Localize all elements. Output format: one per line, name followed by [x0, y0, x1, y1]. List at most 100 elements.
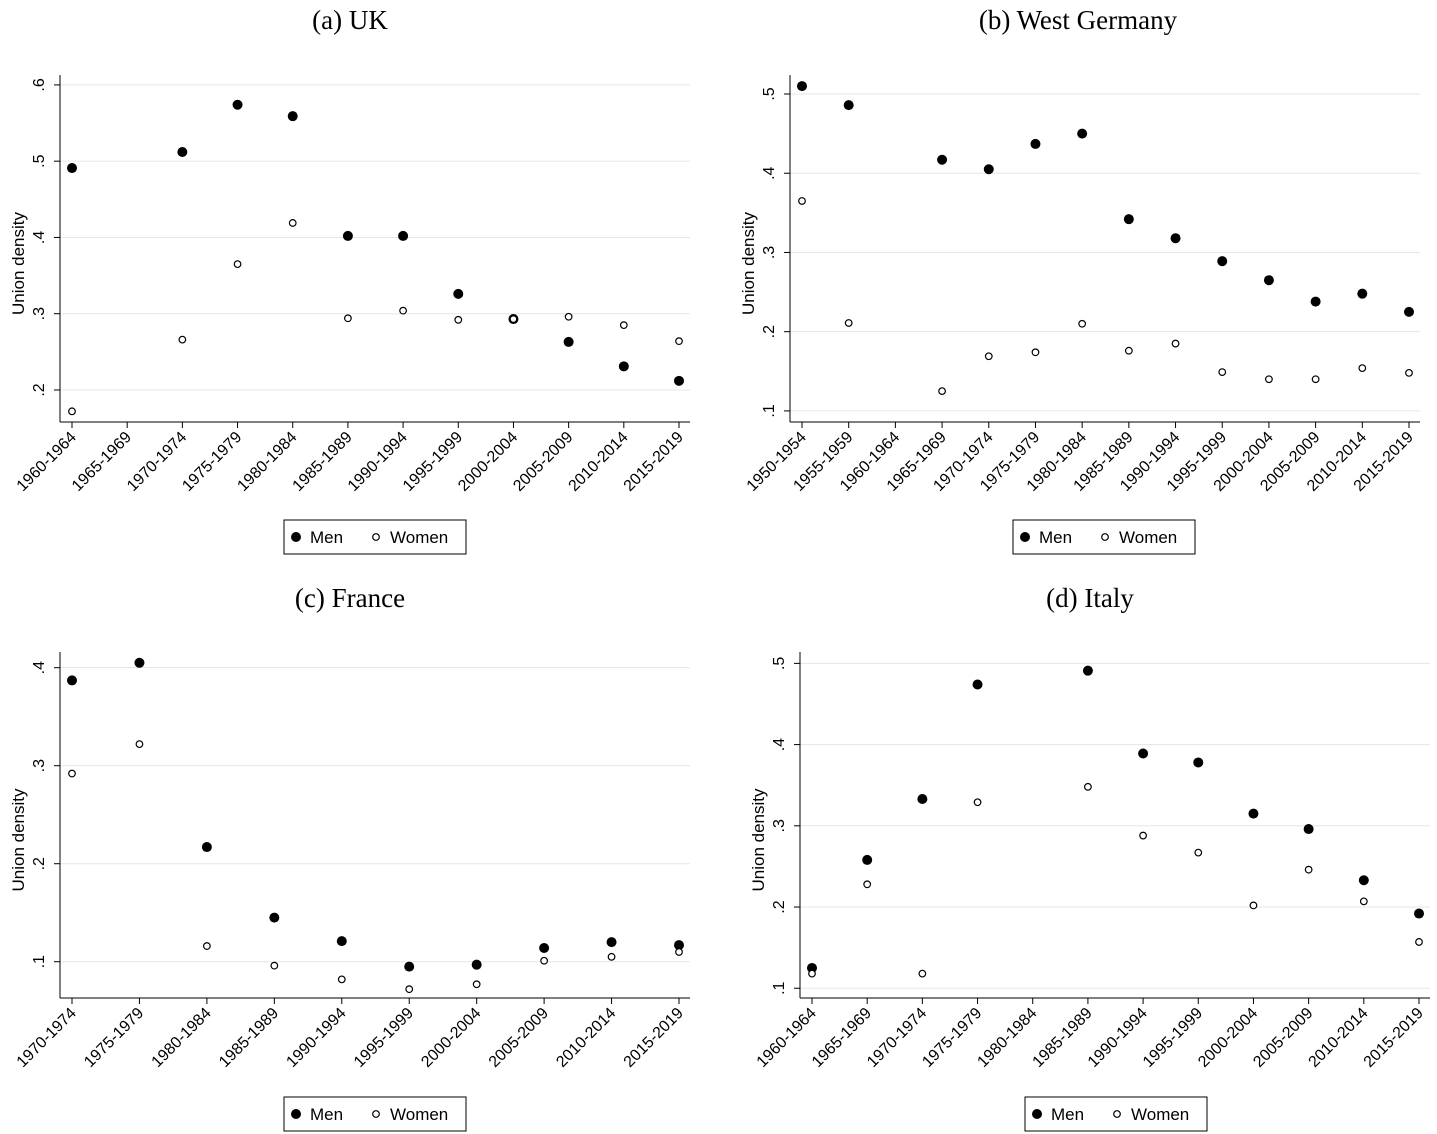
- point: [134, 657, 145, 668]
- x-tick-label: 2015-2019: [1361, 1005, 1427, 1071]
- point: [798, 197, 806, 205]
- point: [1218, 368, 1227, 376]
- point: [68, 769, 76, 778]
- point: [337, 975, 346, 984]
- legend-marker: [291, 532, 301, 542]
- point: [509, 315, 518, 323]
- point: [1311, 375, 1320, 384]
- point: [1415, 938, 1423, 946]
- point: [135, 740, 144, 749]
- point: [398, 230, 409, 241]
- y-tick-label: .5: [771, 657, 788, 670]
- y-tick-label: .1: [771, 981, 788, 994]
- y-tick-label: .4: [31, 231, 48, 244]
- legend-marker: [372, 533, 380, 541]
- point: [1123, 214, 1134, 225]
- x-tick-label: 2015-2019: [621, 1005, 687, 1071]
- point: [1193, 757, 1204, 768]
- point: [844, 319, 853, 327]
- point: [1303, 824, 1314, 835]
- legend-label: Men: [310, 528, 343, 547]
- y-tick-label: .1: [31, 955, 48, 968]
- point: [807, 962, 817, 973]
- point: [918, 969, 927, 978]
- point: [675, 337, 683, 346]
- point: [471, 959, 482, 970]
- y-tick-label: .3: [761, 246, 778, 259]
- point: [1249, 901, 1258, 910]
- point: [1082, 665, 1093, 676]
- y-axis-label: Union density: [739, 212, 758, 316]
- point: [972, 679, 983, 690]
- x-tick-label: 1975-1979: [81, 1005, 147, 1071]
- point: [1078, 319, 1087, 328]
- point: [619, 321, 628, 330]
- point: [342, 230, 353, 241]
- point: [983, 164, 994, 175]
- legend-marker: [291, 1109, 301, 1119]
- chart-title: (c) France: [295, 583, 405, 613]
- point: [984, 352, 993, 361]
- point: [973, 798, 982, 807]
- point: [1194, 848, 1203, 857]
- point: [863, 880, 872, 889]
- y-tick-label: .3: [31, 307, 48, 320]
- point: [1263, 275, 1274, 286]
- point: [178, 335, 187, 344]
- legend-marker: [1032, 1109, 1042, 1119]
- point: [1138, 748, 1149, 759]
- point: [674, 940, 684, 951]
- y-axis-label: Union density: [9, 212, 28, 316]
- point: [288, 219, 297, 227]
- x-tick-label: 2005-2009: [486, 1005, 552, 1071]
- y-tick-label: .2: [31, 383, 48, 396]
- point: [233, 260, 242, 269]
- point: [606, 937, 617, 948]
- x-tick-label: 2000-2004: [418, 1005, 484, 1071]
- point: [269, 912, 280, 923]
- point: [454, 315, 463, 324]
- chart-title: (a) UK: [312, 5, 388, 35]
- point: [405, 985, 414, 994]
- point: [336, 936, 347, 947]
- point: [563, 336, 574, 347]
- y-tick-label: .3: [771, 819, 788, 832]
- legend-label: Men: [310, 1105, 343, 1124]
- point: [1358, 364, 1367, 373]
- point: [1170, 233, 1181, 244]
- legend-label: Men: [1039, 528, 1072, 547]
- legend-label: Women: [1131, 1105, 1189, 1124]
- point: [937, 154, 948, 165]
- legend-marker: [1101, 533, 1109, 541]
- point: [177, 147, 188, 158]
- point: [270, 961, 279, 970]
- chart-title: (b) West Germany: [979, 5, 1178, 35]
- point: [1031, 348, 1040, 357]
- legend: Men Women: [1012, 519, 1196, 555]
- point: [1359, 897, 1368, 906]
- point: [1405, 368, 1413, 377]
- legend-marker: [372, 1110, 380, 1118]
- y-tick-label: .2: [761, 325, 778, 338]
- legend-label: Women: [390, 528, 448, 547]
- point: [1357, 288, 1368, 299]
- point: [1358, 875, 1369, 886]
- point: [202, 942, 211, 950]
- x-tick-label: 2010-2014: [553, 1005, 619, 1071]
- point: [201, 842, 212, 853]
- point: [67, 163, 77, 174]
- point: [607, 952, 616, 961]
- point: [1265, 375, 1273, 384]
- y-tick-label: .4: [761, 166, 778, 179]
- legend: Men Women: [1024, 1096, 1208, 1132]
- point: [1404, 306, 1414, 317]
- legend: Men Women: [283, 1096, 467, 1132]
- point: [564, 312, 573, 321]
- y-tick-label: .6: [31, 78, 48, 91]
- point: [232, 99, 243, 110]
- point: [1414, 908, 1424, 919]
- point: [287, 111, 298, 122]
- panel: (c) France Union density .1 .2 .3 .4 1970-1974…: [9, 583, 690, 1132]
